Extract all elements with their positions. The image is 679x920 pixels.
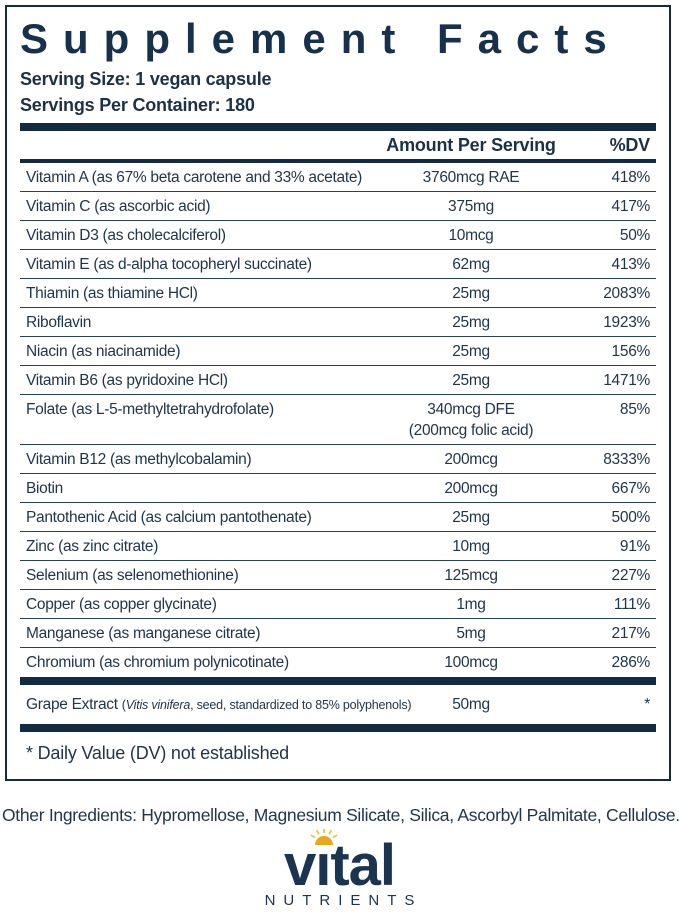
ingredient-amount: 1mg (456, 596, 486, 614)
ingredient-amount: 25mg (452, 343, 490, 361)
ingredient-name: Chromium (as chromium polynicotinate) (26, 654, 289, 672)
supplement-facts-panel: Supplement Facts Serving Size: 1 vegan c… (5, 5, 671, 781)
panel-title: Supplement Facts (20, 15, 622, 62)
table-row: Biotin 200mcg 667% (20, 474, 656, 504)
ingredient-dv: 91% (619, 538, 650, 556)
grape-extract-detail: (Vitis vinifera, seed, standardized to 8… (121, 698, 412, 713)
ingredient-dv: 227% (611, 567, 651, 585)
ingredient-dv: 1471% (603, 372, 650, 390)
ingredient-dv: * (644, 696, 650, 714)
ingredient-amount: 200mcg (444, 451, 498, 469)
ingredient-name: Manganese (as manganese citrate) (26, 625, 261, 643)
table-row: Vitamin B12 (as methylcobalamin) 200mcg … (20, 445, 656, 475)
ingredient-amount: 10mg (452, 538, 490, 556)
divider-thick (20, 123, 656, 132)
table-row: Vitamin E (as d-alpha tocopheryl succina… (20, 250, 656, 280)
ingredient-amount: 5mg (456, 625, 486, 643)
ingredient-dv: 1923% (603, 314, 650, 332)
ingredient-dv: 413% (611, 256, 651, 274)
divider-thick (20, 677, 656, 686)
ingredient-amount: 62mg (452, 256, 490, 274)
dv-footnote: * Daily Value (DV) not established (26, 743, 289, 764)
ingredient-amount: 200mcg (444, 480, 498, 498)
ingredient-dv: 417% (611, 198, 651, 216)
ingredient-dv: 111% (613, 596, 650, 614)
divider-thick (20, 724, 656, 733)
ingredient-dv: 85% (619, 401, 650, 419)
ingredient-dv: 500% (611, 509, 651, 527)
table-row: Copper (as copper glycinate) 1mg 111% (20, 590, 656, 620)
header-percent-dv: %DV (609, 135, 651, 156)
table-row: Selenium (as selenomethionine) 125mcg 22… (20, 561, 656, 591)
ingredient-dv: 418% (611, 169, 651, 187)
table-row: Vitamin D3 (as cholecalciferol) 10mcg 50… (20, 221, 656, 251)
ingredient-name: Vitamin A (as 67% beta carotene and 33% … (26, 169, 363, 187)
table-row: Riboflavin 25mg 1923% (20, 308, 656, 338)
ingredient-name: Grape Extract (Vitis vinifera, seed, sta… (26, 694, 412, 716)
ingredient-name: Vitamin B6 (as pyridoxine HCl) (26, 372, 228, 390)
header-amount-per-serving: Amount Per Serving (386, 135, 556, 156)
table-row: Chromium (as chromium polynicotinate) 10… (20, 648, 656, 677)
ingredient-amount: 340mcg DFE (200mcg folic acid) (376, 399, 566, 441)
brand-subtext: NUTRIENTS (264, 892, 423, 909)
ingredient-amount: 50mg (452, 696, 490, 714)
table-row: Niacin (as niacinamide) 25mg 156% (20, 337, 656, 367)
ingredient-name: Pantothenic Acid (as calcium pantothenat… (26, 509, 312, 527)
grape-extract-label: Grape Extract (26, 696, 118, 714)
table-header-row: Amount Per Serving %DV (20, 131, 656, 159)
ingredient-dv: 156% (611, 343, 651, 361)
table-row: Vitamin B6 (as pyridoxine HCl) 25mg 1471… (20, 366, 656, 396)
ingredient-name: Thiamin (as thiamine HCl) (26, 285, 198, 303)
ingredient-name: Riboflavin (26, 314, 92, 332)
table-row: Thiamin (as thiamine HCl) 25mg 2083% (20, 279, 656, 309)
servings-per-container: Servings Per Container: 180 (20, 95, 255, 116)
ingredient-amount: 100mcg (444, 654, 498, 672)
table-rows: Vitamin A (as 67% beta carotene and 33% … (20, 163, 656, 677)
ingredient-dv: 286% (611, 654, 651, 672)
brand-text: vıtal (283, 833, 396, 898)
ingredient-amount: 125mcg (444, 567, 498, 585)
ingredient-amount: 375mg (448, 198, 494, 216)
ingredient-amount: 10mcg (448, 227, 494, 245)
ingredient-amount: 3760mcg RAE (422, 169, 520, 187)
vital-nutrients-logo: vıtal NUTRIENTS (0, 829, 679, 909)
ingredient-dv: 667% (611, 480, 651, 498)
table-row: Folate (as L-5-methyltetrahydrofolate) 3… (20, 395, 656, 446)
ingredient-dv: 8333% (603, 451, 650, 469)
ingredient-amount: 25mg (452, 509, 490, 527)
ingredient-name: Vitamin B12 (as methylcobalamin) (26, 451, 252, 469)
divider-medium (20, 159, 656, 164)
ingredient-name: Selenium (as selenomethionine) (26, 567, 239, 585)
table-row: Manganese (as manganese citrate) 5mg 217… (20, 619, 656, 649)
latin-name: Vitis vinifera (125, 698, 191, 713)
serving-size: Serving Size: 1 vegan capsule (20, 69, 272, 90)
ingredient-name: Biotin (26, 480, 63, 498)
ingredient-name: Vitamin D3 (as cholecalciferol) (26, 227, 226, 245)
table-row: Zinc (as zinc citrate) 10mg 91% (20, 532, 656, 562)
other-ingredients: Other Ingredients: Hypromellose, Magnesi… (2, 805, 679, 825)
ingredient-name: Vitamin E (as d-alpha tocopheryl succina… (26, 256, 312, 274)
ingredient-name: Copper (as copper glycinate) (26, 596, 217, 614)
ingredient-amount: 25mg (452, 285, 490, 303)
ingredient-dv: 50% (619, 227, 650, 245)
ingredient-dv: 2083% (603, 285, 650, 303)
table-row: Pantothenic Acid (as calcium pantothenat… (20, 503, 656, 533)
table-row: Vitamin C (as ascorbic acid) 375mg 417% (20, 192, 656, 222)
ingredient-name: Niacin (as niacinamide) (26, 343, 181, 361)
ingredient-name: Vitamin C (as ascorbic acid) (26, 198, 211, 216)
ingredient-amount: 25mg (452, 314, 490, 332)
table-row: Vitamin A (as 67% beta carotene and 33% … (20, 163, 656, 193)
ingredient-amount: 25mg (452, 372, 490, 390)
ingredient-dv: 217% (611, 625, 651, 643)
brand-wordmark: vıtal (283, 829, 396, 898)
ingredient-name: Zinc (as zinc citrate) (26, 538, 159, 556)
table-row-grape-extract: Grape Extract (Vitis vinifera, seed, sta… (20, 685, 656, 724)
ingredient-name: Folate (as L-5-methyltetrahydrofolate) (26, 401, 274, 419)
ingredient-amount-line2: (200mcg folic acid) (408, 422, 534, 440)
sun-icon (310, 829, 338, 845)
